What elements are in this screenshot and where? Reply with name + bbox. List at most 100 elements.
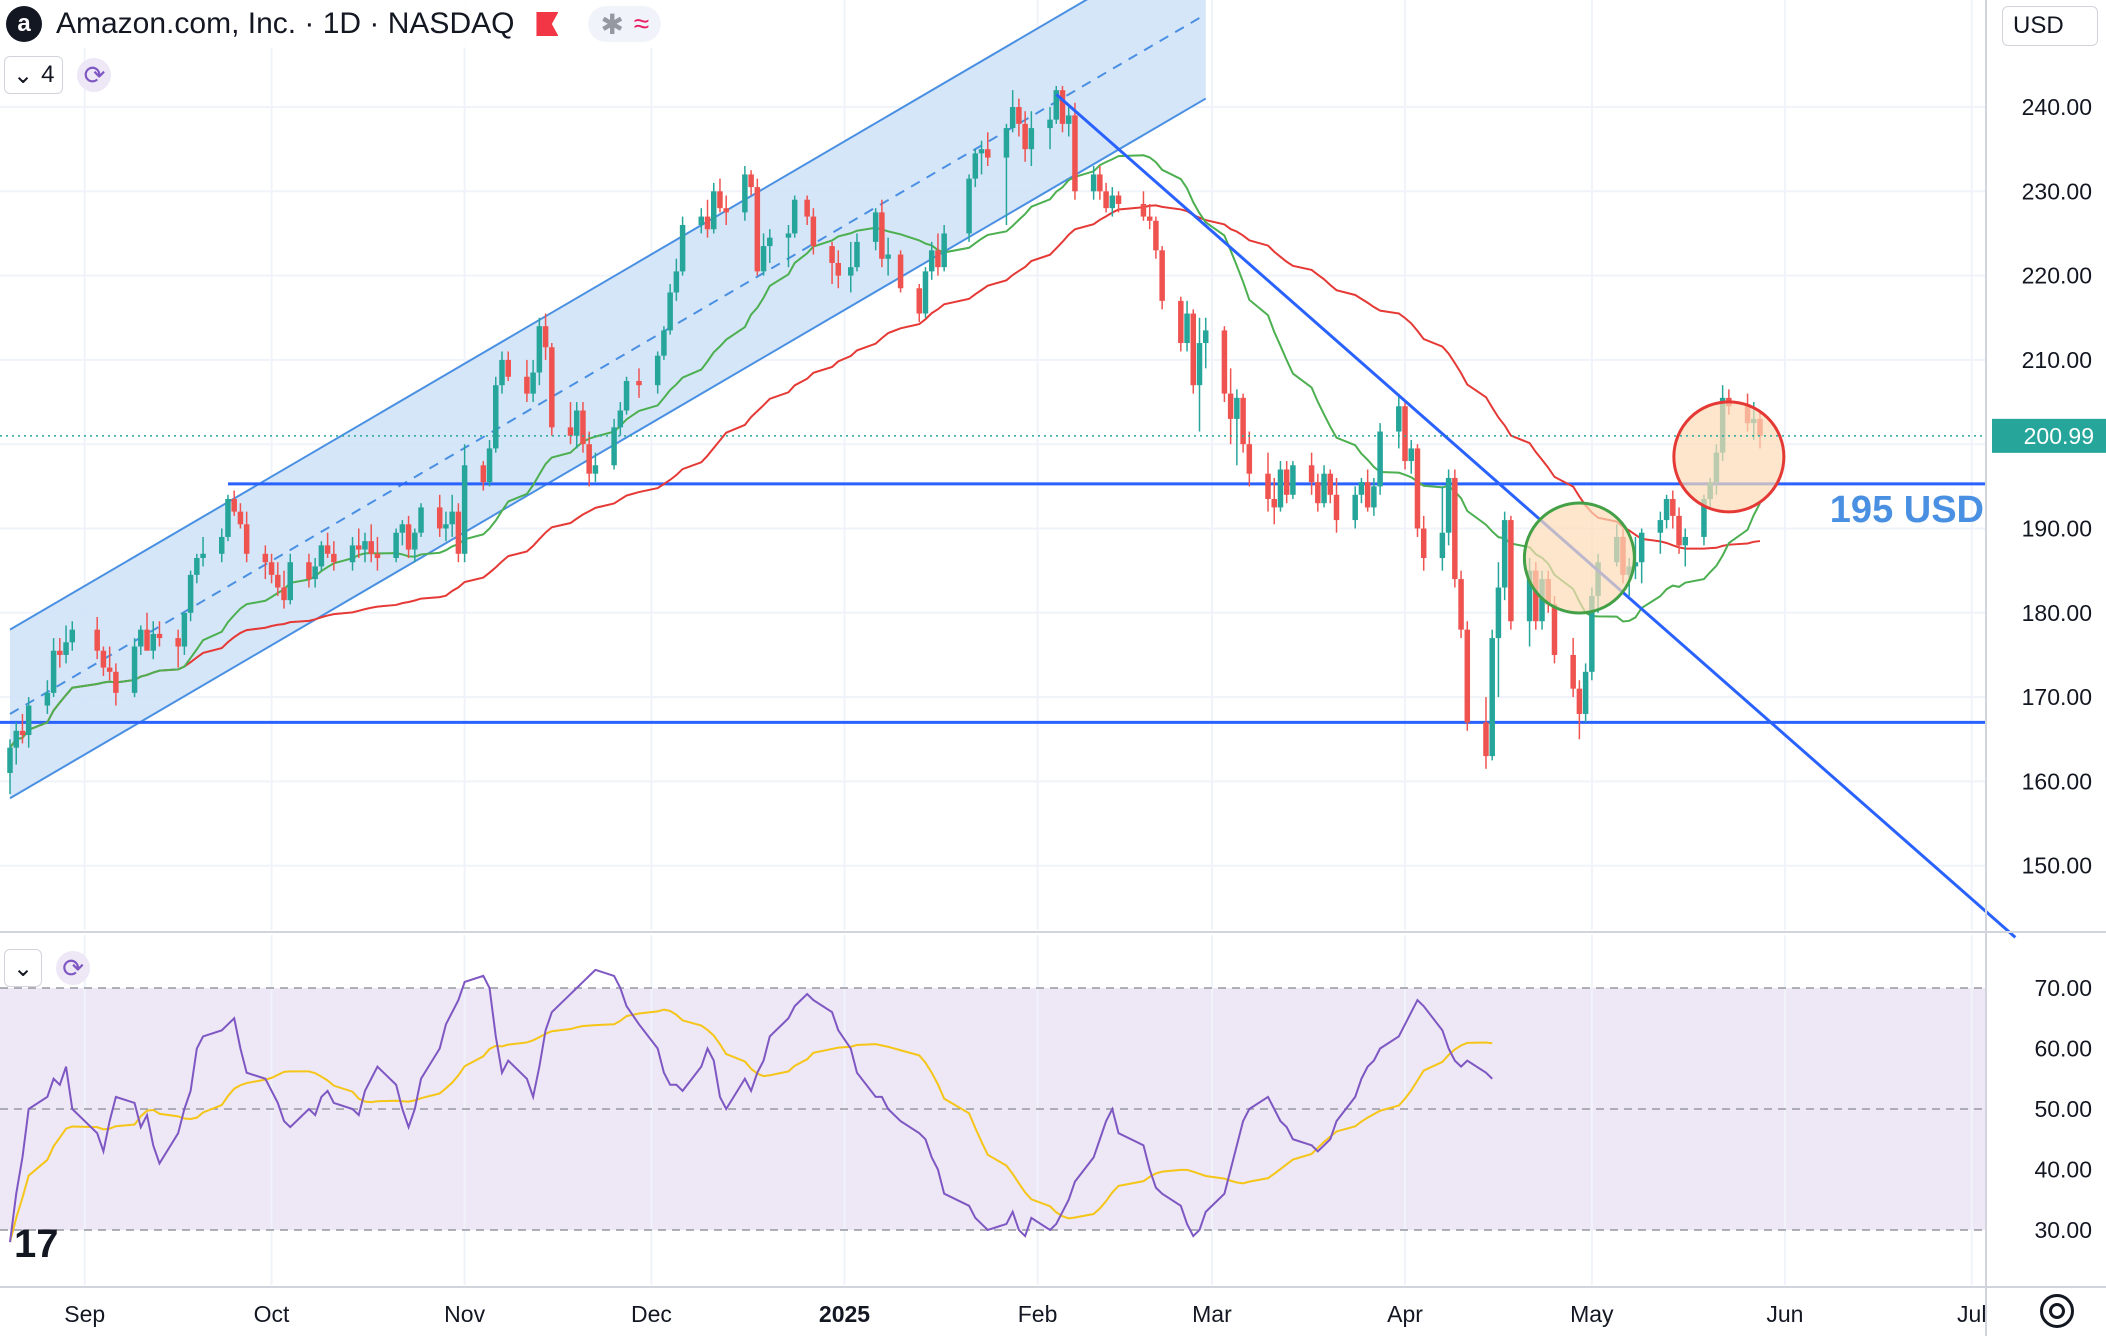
candle-body xyxy=(324,545,331,554)
price-tick-label: 170.00 xyxy=(2022,684,2092,710)
candle-body xyxy=(368,541,374,554)
candle-body xyxy=(1420,528,1427,559)
candle-body xyxy=(455,511,462,554)
candle-body xyxy=(1065,115,1072,124)
candle-body xyxy=(1115,195,1122,204)
candle-body xyxy=(94,629,100,651)
candle-body xyxy=(318,545,325,567)
candle-body xyxy=(1576,688,1583,714)
candle-body xyxy=(754,187,761,272)
candle-body xyxy=(1190,313,1197,386)
candle-body xyxy=(1670,498,1676,516)
chevron-down-icon: ⌄ xyxy=(13,61,34,89)
candle-body xyxy=(1638,532,1645,563)
candle-body xyxy=(1445,477,1452,533)
candle-body xyxy=(810,216,817,247)
candle-body xyxy=(636,380,642,386)
candle-body xyxy=(791,199,798,234)
x-tick-label: Jul xyxy=(1957,1301,1986,1327)
candle-body xyxy=(499,359,505,386)
currency-selector[interactable]: USD xyxy=(2002,6,2098,46)
x-tick-label: Apr xyxy=(1387,1301,1423,1327)
channel-upper xyxy=(9,0,1089,631)
candle-body xyxy=(661,330,667,356)
candle-body xyxy=(1283,469,1290,495)
candle-body xyxy=(1028,128,1035,150)
candle-body xyxy=(1701,498,1707,537)
candle-body xyxy=(57,650,63,655)
candle-body xyxy=(156,633,163,639)
candle-body xyxy=(916,288,923,314)
candle-body xyxy=(1682,536,1689,546)
candle-body xyxy=(1371,486,1377,508)
candle-body xyxy=(941,233,947,268)
candle-body xyxy=(829,246,835,263)
candle-body xyxy=(1146,216,1153,221)
candle-body xyxy=(331,553,337,563)
candle-body xyxy=(1265,473,1271,499)
candle-body xyxy=(1582,671,1589,714)
sync-icon[interactable]: ⟳ xyxy=(77,58,112,92)
price-tick-label: 220.00 xyxy=(2022,263,2092,289)
candle-body xyxy=(138,629,144,647)
candle-body xyxy=(1246,444,1253,474)
candle-body xyxy=(1240,397,1246,445)
rsi-ma-line xyxy=(9,1008,1493,1243)
candle-body xyxy=(748,174,754,188)
candle-body xyxy=(1364,482,1371,508)
candle-body xyxy=(225,498,231,537)
candle-body xyxy=(144,629,150,651)
rsi-toggle[interactable]: ⌄ xyxy=(4,949,43,987)
candle-body xyxy=(1072,115,1078,192)
candle-body xyxy=(542,326,549,348)
candle-body xyxy=(187,574,194,613)
tradingview-logo-icon[interactable]: 17 xyxy=(14,1222,59,1266)
rsi-line xyxy=(9,968,1493,1243)
candle-body xyxy=(835,262,842,276)
candle-body xyxy=(1570,654,1576,689)
candle-body xyxy=(536,326,543,373)
candle-body xyxy=(717,191,723,209)
candle-body xyxy=(13,730,19,748)
candle-body xyxy=(1589,595,1595,672)
flag-icon[interactable] xyxy=(536,12,559,36)
candle-body xyxy=(1663,498,1670,521)
candle-body xyxy=(449,511,455,525)
candle-body xyxy=(928,250,935,272)
candle-body xyxy=(7,747,13,773)
indicator-toggle[interactable]: ⌄ 4 xyxy=(4,56,64,94)
candle-body xyxy=(1452,477,1458,580)
candle-body xyxy=(1396,406,1402,432)
candle-body xyxy=(573,410,580,436)
symbol-title[interactable]: Amazon.com, Inc. · 1D · NASDAQ xyxy=(56,7,515,40)
candle-body xyxy=(1551,604,1558,655)
last-price-label: 200.99 xyxy=(2024,423,2094,449)
x-tick-label: 2025 xyxy=(819,1301,870,1327)
candle-body xyxy=(1327,473,1334,495)
candle-body xyxy=(1053,90,1060,120)
candle-body xyxy=(399,524,406,533)
candle-body xyxy=(586,444,592,474)
candle-body xyxy=(985,149,991,158)
indicator-pill[interactable]: ✱ ≈ xyxy=(588,6,662,42)
candle-body xyxy=(1676,515,1682,546)
candle-body xyxy=(1277,469,1284,508)
candle-body xyxy=(1196,343,1203,386)
candle-body xyxy=(1178,300,1184,344)
x-tick-label: Jun xyxy=(1766,1301,1803,1327)
candle-body xyxy=(131,646,138,693)
sync-icon[interactable]: ⟳ xyxy=(56,951,91,985)
candle-body xyxy=(393,532,399,559)
candle-body xyxy=(1202,330,1209,344)
x-tick-label: Dec xyxy=(631,1301,672,1327)
settings-icon[interactable] xyxy=(2040,1294,2074,1328)
candle-body xyxy=(443,524,449,529)
candle-body xyxy=(1159,250,1165,301)
candle-body xyxy=(742,174,748,213)
candle-body xyxy=(1508,520,1514,622)
candle-body xyxy=(312,566,318,580)
candle-body xyxy=(1090,174,1097,192)
candle-body xyxy=(50,650,57,693)
